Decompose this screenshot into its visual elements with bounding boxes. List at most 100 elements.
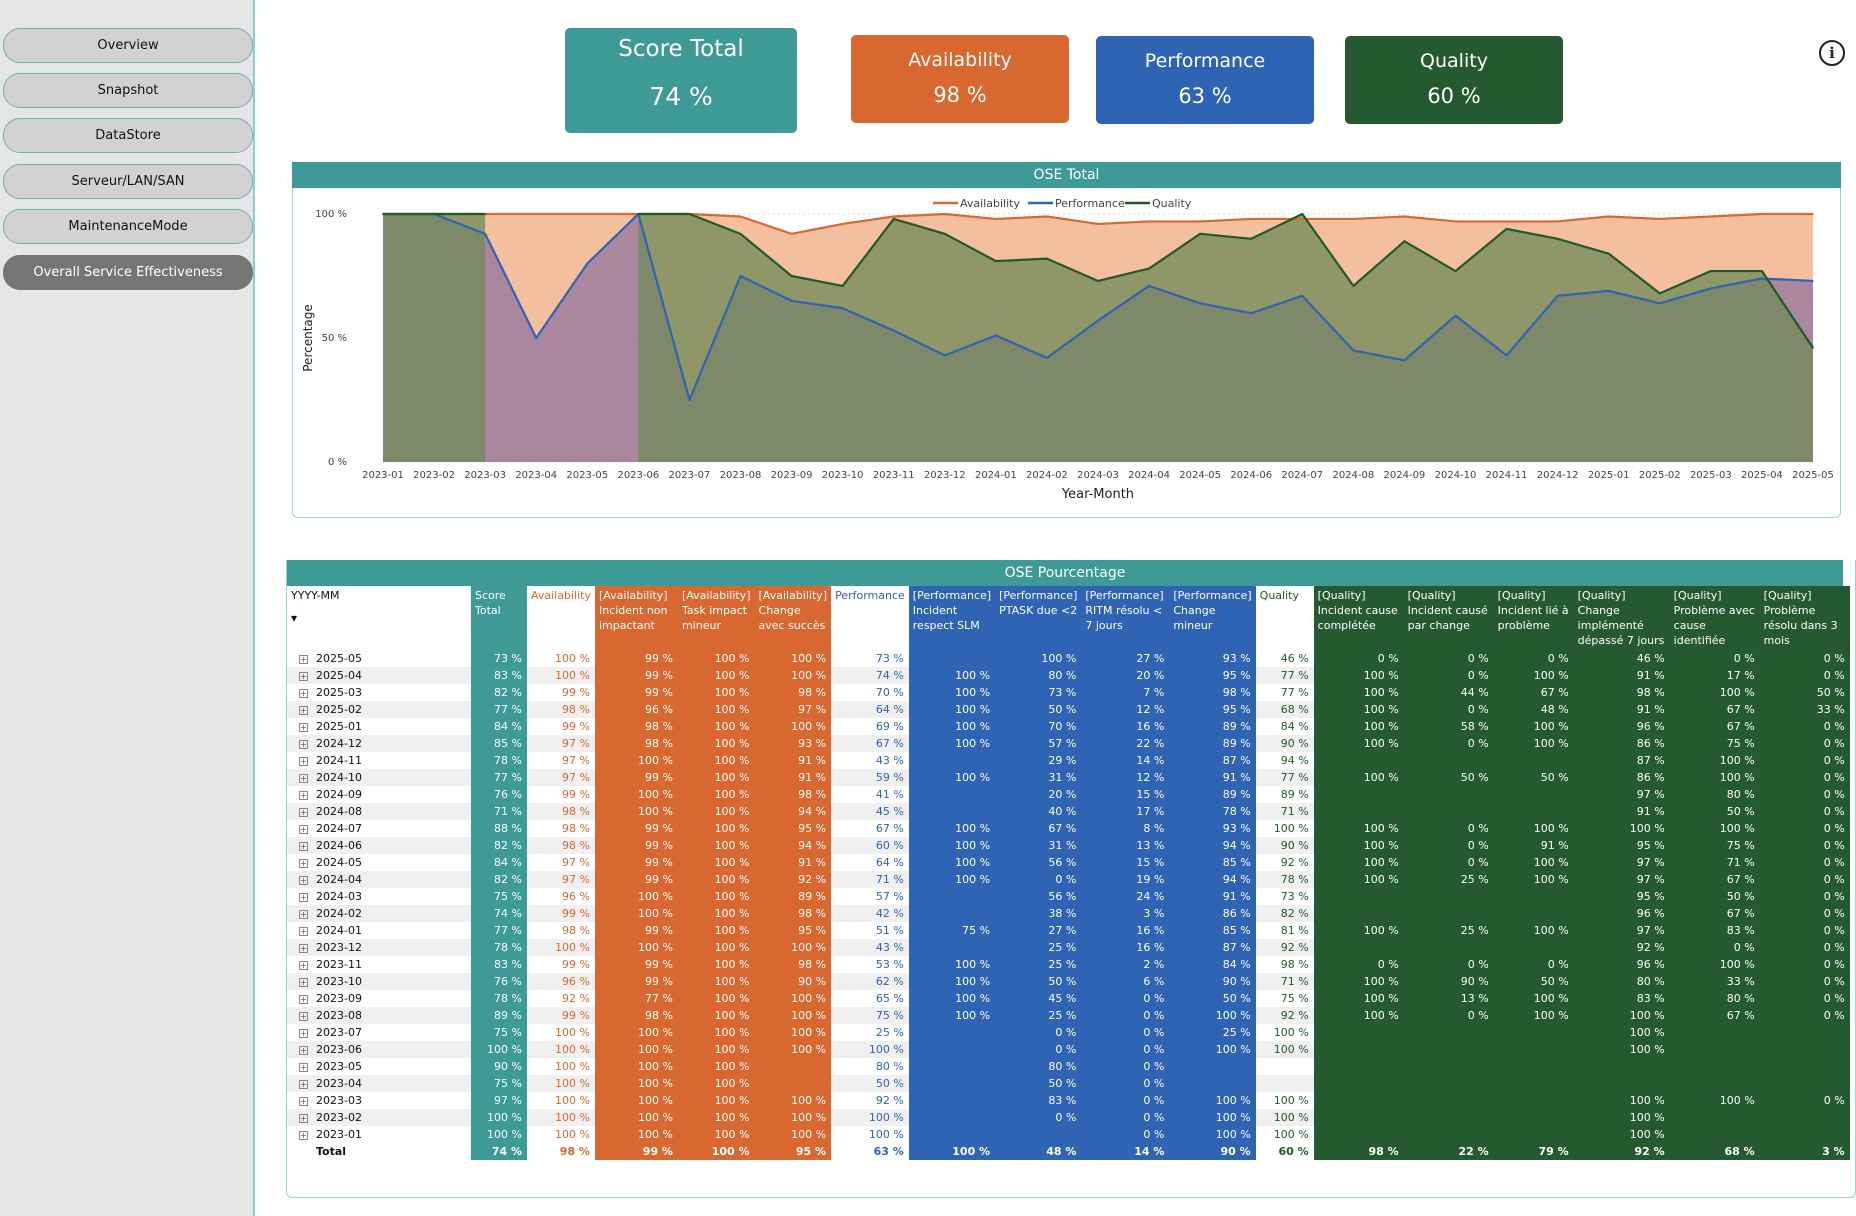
table-cell: 83 % [471, 667, 527, 684]
table-cell: 64 % [831, 701, 909, 718]
table-row: +2024-07 88 % 98 % 99 % 100 % 95 % 67 % 100 % 67… [287, 820, 1850, 837]
table-cell: 100 % [677, 905, 755, 922]
table-cell: 100 % [1313, 667, 1404, 684]
column-header[interactable]: [Availability] Incident non impactant [594, 586, 678, 650]
column-header[interactable]: Score Total [471, 586, 527, 650]
expand-icon[interactable]: + [299, 1130, 308, 1140]
nav-button-maintenancemode[interactable]: MaintenanceMode [3, 209, 253, 244]
ose-table: YYYY-MM ▾ Score Total Availability [Availabi… [287, 586, 1850, 1160]
sort-arrow-icon[interactable]: ▾ [291, 611, 298, 625]
column-header[interactable]: Performance [831, 586, 909, 650]
column-header[interactable]: [Quality] Change implémenté dépassé 7 jo… [1573, 586, 1670, 650]
nav-button-snapshot[interactable]: Snapshot [3, 73, 253, 108]
expand-icon[interactable]: + [299, 841, 308, 851]
expand-icon[interactable]: + [299, 722, 308, 732]
expand-icon[interactable]: + [299, 688, 308, 698]
table-cell: 50 % [995, 973, 1082, 990]
nav-button-overall-service-effectiveness[interactable]: Overall Service Effectiveness [3, 255, 253, 290]
column-header[interactable]: [Performance] PTASK due <2 [995, 586, 1082, 650]
nav-button-datastore[interactable]: DataStore [3, 118, 253, 153]
expand-icon[interactable]: + [299, 909, 308, 919]
expand-icon[interactable]: + [299, 1062, 308, 1072]
table-cell: 100 % [995, 650, 1082, 667]
column-header-label: [Quality] Problème résolu dans 3 mois [1763, 589, 1838, 647]
table-cell: 100 % [1313, 990, 1404, 1007]
table-cell: 70 % [995, 718, 1082, 735]
expand-icon[interactable]: + [299, 824, 308, 834]
table-cell: 42 % [831, 905, 909, 922]
expand-icon[interactable]: + [299, 943, 308, 953]
expand-icon[interactable]: + [299, 1045, 308, 1055]
expand-icon[interactable]: + [299, 977, 308, 987]
expand-icon[interactable]: + [299, 654, 308, 664]
table-cell: 89 % [471, 1007, 527, 1024]
column-header[interactable]: [Availability] Task impact mineur [677, 586, 755, 650]
expand-icon[interactable]: + [299, 756, 308, 766]
expand-icon[interactable]: + [299, 807, 308, 817]
expand-icon[interactable]: + [299, 960, 308, 970]
table-cell: 0 % [1493, 650, 1574, 667]
table-cell: 98 % [1573, 684, 1670, 701]
table-cell [1255, 1075, 1314, 1092]
column-header[interactable]: [Quality] Incident lié à problème [1493, 586, 1574, 650]
expand-icon[interactable]: + [299, 1011, 308, 1021]
expand-icon[interactable]: + [299, 892, 308, 902]
x-tick-label: 2023-11 [873, 470, 915, 481]
expand-icon[interactable]: + [299, 773, 308, 783]
total-cell: 79 % [1493, 1143, 1574, 1160]
column-header[interactable]: [Performance] Incident respect SLM [908, 586, 996, 650]
nav-button-overview[interactable]: Overview [3, 28, 253, 63]
table-cell: 100 % [908, 718, 996, 735]
column-header[interactable]: Quality [1256, 586, 1314, 650]
column-header[interactable]: [Quality] Problème avec cause identifiée [1669, 586, 1760, 650]
x-tick-label: 2023-12 [924, 470, 966, 481]
info-icon[interactable]: i [1819, 40, 1845, 66]
x-tick-label: 2025-05 [1792, 470, 1834, 481]
expand-icon[interactable]: + [299, 926, 308, 936]
expand-icon[interactable]: + [299, 1113, 308, 1123]
table-cell: 0 % [1759, 973, 1850, 990]
nav-button-serveur-lan-san[interactable]: Serveur/LAN/SAN [3, 164, 253, 199]
column-header-label: [Quality] Change implémenté dépassé 7 jo… [1577, 589, 1665, 647]
total-cell: 100 % [677, 1143, 755, 1160]
expand-icon[interactable]: + [299, 790, 308, 800]
table-cell: 99 % [527, 1007, 595, 1024]
expand-icon[interactable]: + [299, 1079, 308, 1089]
expand-icon[interactable]: + [299, 1028, 308, 1038]
table-cell: 78 % [471, 752, 527, 769]
column-header[interactable]: Availability [527, 586, 595, 650]
table-cell: 100 % [1573, 1024, 1670, 1041]
expand-icon[interactable]: + [299, 994, 308, 1004]
table-cell [1403, 888, 1494, 905]
table-cell: 75 % [908, 922, 996, 939]
table-cell: 0 % [1759, 990, 1850, 1007]
expand-icon[interactable]: + [299, 1096, 308, 1106]
column-header[interactable]: [Quality] Incident causé par change [1403, 586, 1494, 650]
expand-icon[interactable]: + [299, 739, 308, 749]
column-header[interactable]: [Quality] Problème résolu dans 3 mois [1759, 586, 1850, 650]
column-header[interactable]: [Performance] RITM résolu < 7 jours [1081, 586, 1170, 650]
table-cell: 0 % [995, 871, 1082, 888]
column-header[interactable]: YYYY-MM ▾ [287, 586, 471, 650]
table-cell: 74 % [471, 905, 527, 922]
x-tick-label: 2024-10 [1435, 470, 1477, 481]
table-cell: 25 % [995, 939, 1082, 956]
expand-icon[interactable]: + [299, 858, 308, 868]
table-row: +2025-03 82 % 99 % 99 % 100 % 98 % 70 % 100 % 73… [287, 684, 1850, 701]
table-cell [1403, 1092, 1494, 1109]
expand-icon[interactable]: + [299, 875, 308, 885]
column-header[interactable]: [Quality] Incident cause complétée [1313, 586, 1404, 650]
row-label: +2024-09 [287, 786, 471, 803]
table-cell: 76 % [471, 786, 527, 803]
expand-icon[interactable]: + [299, 671, 308, 681]
table-cell: 71 % [831, 871, 909, 888]
row-label: +2025-02 [287, 701, 471, 718]
column-header[interactable]: [Performance] Change mineur [1169, 586, 1256, 650]
expand-icon[interactable]: + [299, 705, 308, 715]
table-cell: 27 % [1081, 650, 1170, 667]
x-tick-label: 2024-12 [1537, 470, 1579, 481]
column-header[interactable]: [Availability] Change avec succès [754, 586, 832, 650]
table-cell: 56 % [995, 854, 1082, 871]
row-label-text: 2024-07 [316, 822, 362, 835]
table-cell: 97 % [1573, 922, 1670, 939]
